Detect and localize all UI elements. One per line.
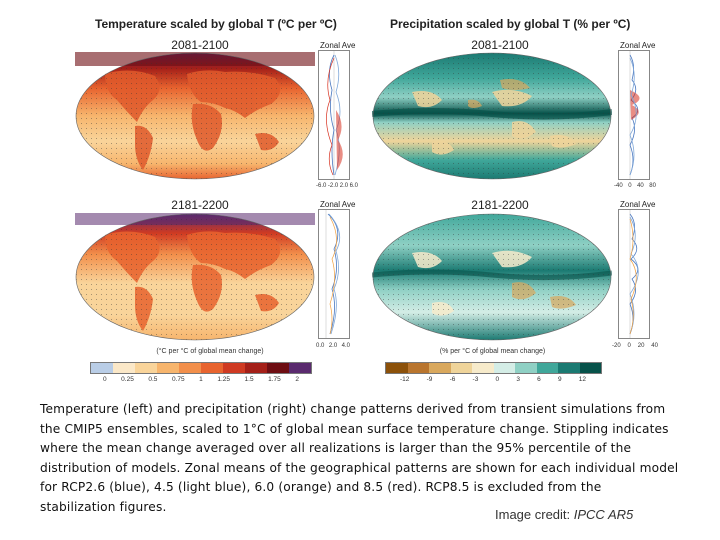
colorbar-swatch [536, 363, 558, 373]
temp-period-top: 2081-2100 [171, 38, 229, 52]
colorbar-tick: 12 [578, 376, 586, 383]
colorbar-tick: 0.25 [121, 376, 134, 383]
prec-period-bottom: 2181-2200 [471, 198, 529, 212]
axis-tick: 2.0 [328, 343, 338, 349]
prec-map-2081-2100 [372, 52, 612, 180]
colorbar-tick: -9 [426, 376, 433, 383]
temp-period-bottom: 2181-2200 [171, 198, 229, 212]
axis-tick: -40 [614, 183, 623, 189]
temp-zonal-plot-bottom [318, 209, 350, 339]
colorbar-tick: 0 [495, 376, 500, 383]
axis-tick: 40 [651, 343, 658, 349]
colorbar-swatch [429, 363, 451, 373]
prec-zonal-axis-top: -40 0 40 80 [614, 183, 656, 189]
temp-colorbar [90, 362, 312, 374]
colorbar-tick: 1.25 [217, 376, 230, 383]
colorbar-swatch [267, 363, 289, 373]
colorbar-swatch [579, 363, 601, 373]
colorbar-swatch [245, 363, 267, 373]
prec-period-top: 2081-2100 [471, 38, 529, 52]
colorbar-swatch [515, 363, 537, 373]
credit-source: IPCC AR5 [573, 507, 634, 522]
prec-colorbar [385, 362, 602, 374]
colorbar-tick: 0 [103, 376, 107, 383]
temp-zonal-label-bottom: Zonal Ave [320, 200, 356, 209]
prec-colorbar-label: (% per °C of global mean change) [439, 348, 546, 355]
axis-tick: 20 [637, 343, 645, 349]
temp-map-2181-2200 [75, 213, 315, 341]
colorbar-tick: 9 [557, 376, 562, 383]
axis-tick: 2.0 [339, 183, 349, 189]
prec-zonal-axis-bottom: -20 0 20 40 [612, 343, 658, 349]
axis-tick: -6.0 [316, 183, 327, 189]
colorbar-swatch [135, 363, 157, 373]
colorbar-tick: 3 [516, 376, 520, 383]
axis-tick: -20 [612, 343, 621, 349]
colorbar-tick: 6 [537, 376, 541, 383]
colorbar-tick: -6 [449, 376, 456, 383]
colorbar-tick: 1 [199, 376, 203, 383]
colorbar-tick: 1.75 [268, 376, 281, 383]
colorbar-swatch [91, 363, 113, 373]
caption-text: Temperature (left) and precipitation (ri… [40, 402, 679, 514]
colorbar-tick: 1.5 [244, 376, 254, 383]
temp-zonal-label-top: Zonal Ave [320, 41, 356, 50]
colorbar-swatch [472, 363, 494, 373]
figure-caption: Temperature (left) and precipitation (ri… [40, 400, 680, 517]
axis-tick: -2.0 [327, 183, 339, 189]
axis-tick: 0.0 [316, 343, 325, 349]
temperature-panel-title: Temperature scaled by global T (ºC per º… [95, 17, 337, 31]
precipitation-panel-title: Precipitation scaled by global T (% per … [390, 17, 631, 31]
credit-prefix: Image credit: [495, 507, 574, 522]
prec-map-2181-2200 [372, 213, 612, 341]
colorbar-tick: -12 [400, 376, 410, 383]
prec-zonal-label-bottom: Zonal Ave [620, 200, 656, 209]
colorbar-swatch [407, 363, 429, 373]
colorbar-tick: 0.5 [148, 376, 158, 383]
colorbar-swatch [493, 363, 515, 373]
image-credit: Image credit: IPCC AR5 [495, 507, 633, 522]
prec-zonal-plot-bottom [618, 209, 650, 339]
colorbar-tick: 2 [295, 376, 299, 383]
axis-tick: 0 [627, 343, 631, 349]
colorbar-tick: -3 [472, 376, 479, 383]
colorbar-swatch [223, 363, 245, 373]
prec-zonal-label-top: Zonal Ave [620, 41, 656, 50]
temp-zonal-axis-top: -6.0 -2.0 2.0 6.0 [316, 183, 358, 189]
colorbar-tick: 0.75 [171, 376, 185, 383]
temp-colorbar-ticks: 0 0.25 0.5 0.75 1 1.25 1.5 1.75 2 [103, 376, 299, 383]
colorbar-swatch [179, 363, 201, 373]
colorbar-swatch [201, 363, 223, 373]
prec-colorbar-ticks: -12 -9 -6 -3 0 3 6 9 12 [400, 376, 586, 383]
temp-map-2081-2100 [75, 52, 315, 180]
colorbar-swatch [558, 363, 580, 373]
prec-zonal-plot-top [618, 50, 650, 180]
axis-tick: 6.0 [349, 183, 358, 189]
axis-tick: 0 [628, 183, 632, 189]
axis-tick: 40 [637, 183, 644, 189]
colorbar-swatch [386, 363, 408, 373]
colorbar-swatch [113, 363, 135, 373]
axis-tick: 80 [649, 183, 656, 189]
colorbar-swatch [289, 363, 311, 373]
axis-tick: 4.0 [341, 343, 350, 349]
temp-zonal-axis-bottom: 0.0 2.0 4.0 [316, 343, 350, 349]
temp-colorbar-label: (°C per °C of global mean change) [156, 348, 264, 355]
colorbar-swatch [450, 363, 472, 373]
temp-zonal-plot-top [318, 50, 350, 180]
colorbar-swatch [157, 363, 179, 373]
